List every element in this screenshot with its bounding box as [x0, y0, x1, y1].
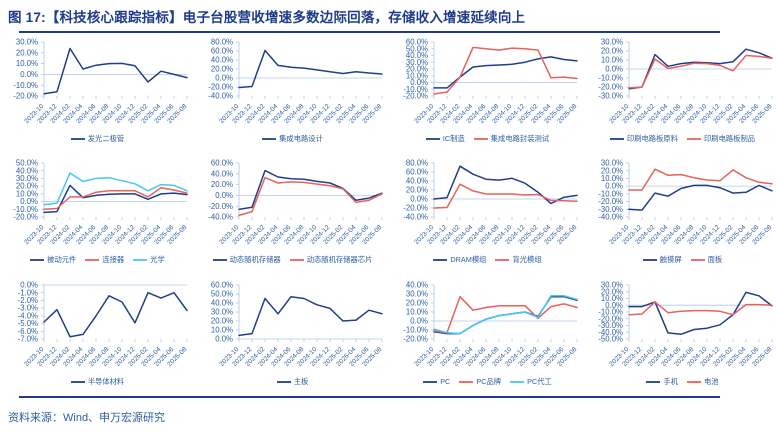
svg-text:0.0%: 0.0%	[215, 191, 233, 200]
svg-text:80.0%: 80.0%	[406, 159, 428, 168]
svg-text:-7.0%: -7.0%	[18, 334, 38, 343]
svg-text:-20.0%: -20.0%	[598, 197, 623, 206]
svg-text:-10.0%: -10.0%	[403, 325, 428, 334]
svg-text:20.0%: 20.0%	[16, 182, 38, 191]
svg-text:-30.0%: -30.0%	[598, 92, 623, 101]
svg-text:40.0%: 40.0%	[211, 298, 233, 307]
svg-text:-2.0%: -2.0%	[18, 296, 38, 305]
svg-text:0.0%: 0.0%	[605, 182, 623, 191]
svg-text:20.0%: 20.0%	[406, 186, 428, 195]
svg-text:30.0%: 30.0%	[16, 38, 38, 47]
svg-text:-10.0%: -10.0%	[598, 74, 623, 83]
svg-text:10.0%: 10.0%	[601, 174, 623, 183]
svg-text:20.0%: 20.0%	[211, 180, 233, 189]
svg-text:10.0%: 10.0%	[16, 59, 38, 68]
svg-text:60.0%: 60.0%	[406, 38, 428, 47]
svg-text:-20.0%: -20.0%	[13, 92, 38, 101]
svg-text:0.0%: 0.0%	[20, 280, 38, 289]
svg-text:10.0%: 10.0%	[406, 307, 428, 316]
svg-text:20.0%: 20.0%	[406, 298, 428, 307]
svg-text:30.0%: 30.0%	[406, 289, 428, 298]
svg-text:-20.0%: -20.0%	[403, 204, 428, 213]
svg-text:30.0%: 30.0%	[16, 174, 38, 183]
svg-text:60.0%: 60.0%	[406, 168, 428, 177]
svg-text:0.0%: 0.0%	[215, 334, 233, 343]
svg-text:20.0%: 20.0%	[211, 65, 233, 74]
svg-text:-1.0%: -1.0%	[18, 288, 38, 297]
svg-text:-4.0%: -4.0%	[18, 311, 38, 320]
svg-text:0.0%: 0.0%	[20, 70, 38, 79]
svg-text:0.0%: 0.0%	[605, 65, 623, 74]
svg-text:20.0%: 20.0%	[601, 167, 623, 176]
svg-text:40.0%: 40.0%	[406, 280, 428, 289]
svg-text:0.0%: 0.0%	[410, 316, 428, 325]
svg-text:0.0%: 0.0%	[20, 197, 38, 206]
svg-text:60.0%: 60.0%	[211, 280, 233, 289]
svg-text:80.0%: 80.0%	[211, 38, 233, 47]
svg-text:-10.0%: -10.0%	[598, 190, 623, 199]
svg-text:-20.0%: -20.0%	[403, 334, 428, 343]
svg-text:-30.0%: -30.0%	[598, 205, 623, 214]
svg-text:-3.0%: -3.0%	[18, 303, 38, 312]
svg-text:-20.0%: -20.0%	[13, 213, 38, 222]
svg-text:-6.0%: -6.0%	[18, 326, 38, 335]
svg-text:-5.0%: -5.0%	[18, 319, 38, 328]
svg-text:-40.0%: -40.0%	[403, 213, 428, 222]
svg-text:30.0%: 30.0%	[211, 307, 233, 316]
svg-text:-40.0%: -40.0%	[208, 92, 233, 101]
svg-text:40.0%: 40.0%	[211, 56, 233, 65]
svg-text:10.0%: 10.0%	[601, 56, 623, 65]
svg-text:60.0%: 60.0%	[211, 47, 233, 56]
svg-text:40.0%: 40.0%	[211, 170, 233, 179]
svg-text:-40.0%: -40.0%	[598, 213, 623, 222]
svg-text:-20.0%: -20.0%	[208, 83, 233, 92]
svg-text:30.0%: 30.0%	[601, 280, 623, 289]
svg-text:50.0%: 50.0%	[16, 159, 38, 168]
svg-text:10.0%: 10.0%	[211, 325, 233, 334]
svg-text:20.0%: 20.0%	[16, 48, 38, 57]
svg-text:40.0%: 40.0%	[16, 167, 38, 176]
svg-text:50.0%: 50.0%	[211, 289, 233, 298]
svg-text:0.0%: 0.0%	[410, 195, 428, 204]
svg-text:20.0%: 20.0%	[211, 316, 233, 325]
svg-text:20.0%: 20.0%	[601, 47, 623, 56]
svg-text:-20.0%: -20.0%	[598, 83, 623, 92]
svg-text:10.0%: 10.0%	[16, 190, 38, 199]
svg-text:30.0%: 30.0%	[601, 38, 623, 47]
svg-text:40.0%: 40.0%	[406, 177, 428, 186]
svg-text:-20.0%: -20.0%	[208, 202, 233, 211]
svg-text:-10.0%: -10.0%	[13, 81, 38, 90]
svg-text:0.0%: 0.0%	[215, 74, 233, 83]
svg-text:30.0%: 30.0%	[601, 159, 623, 168]
svg-text:-10.0%: -10.0%	[13, 205, 38, 214]
svg-text:60.0%: 60.0%	[211, 159, 233, 168]
svg-text:-40.0%: -40.0%	[208, 213, 233, 222]
